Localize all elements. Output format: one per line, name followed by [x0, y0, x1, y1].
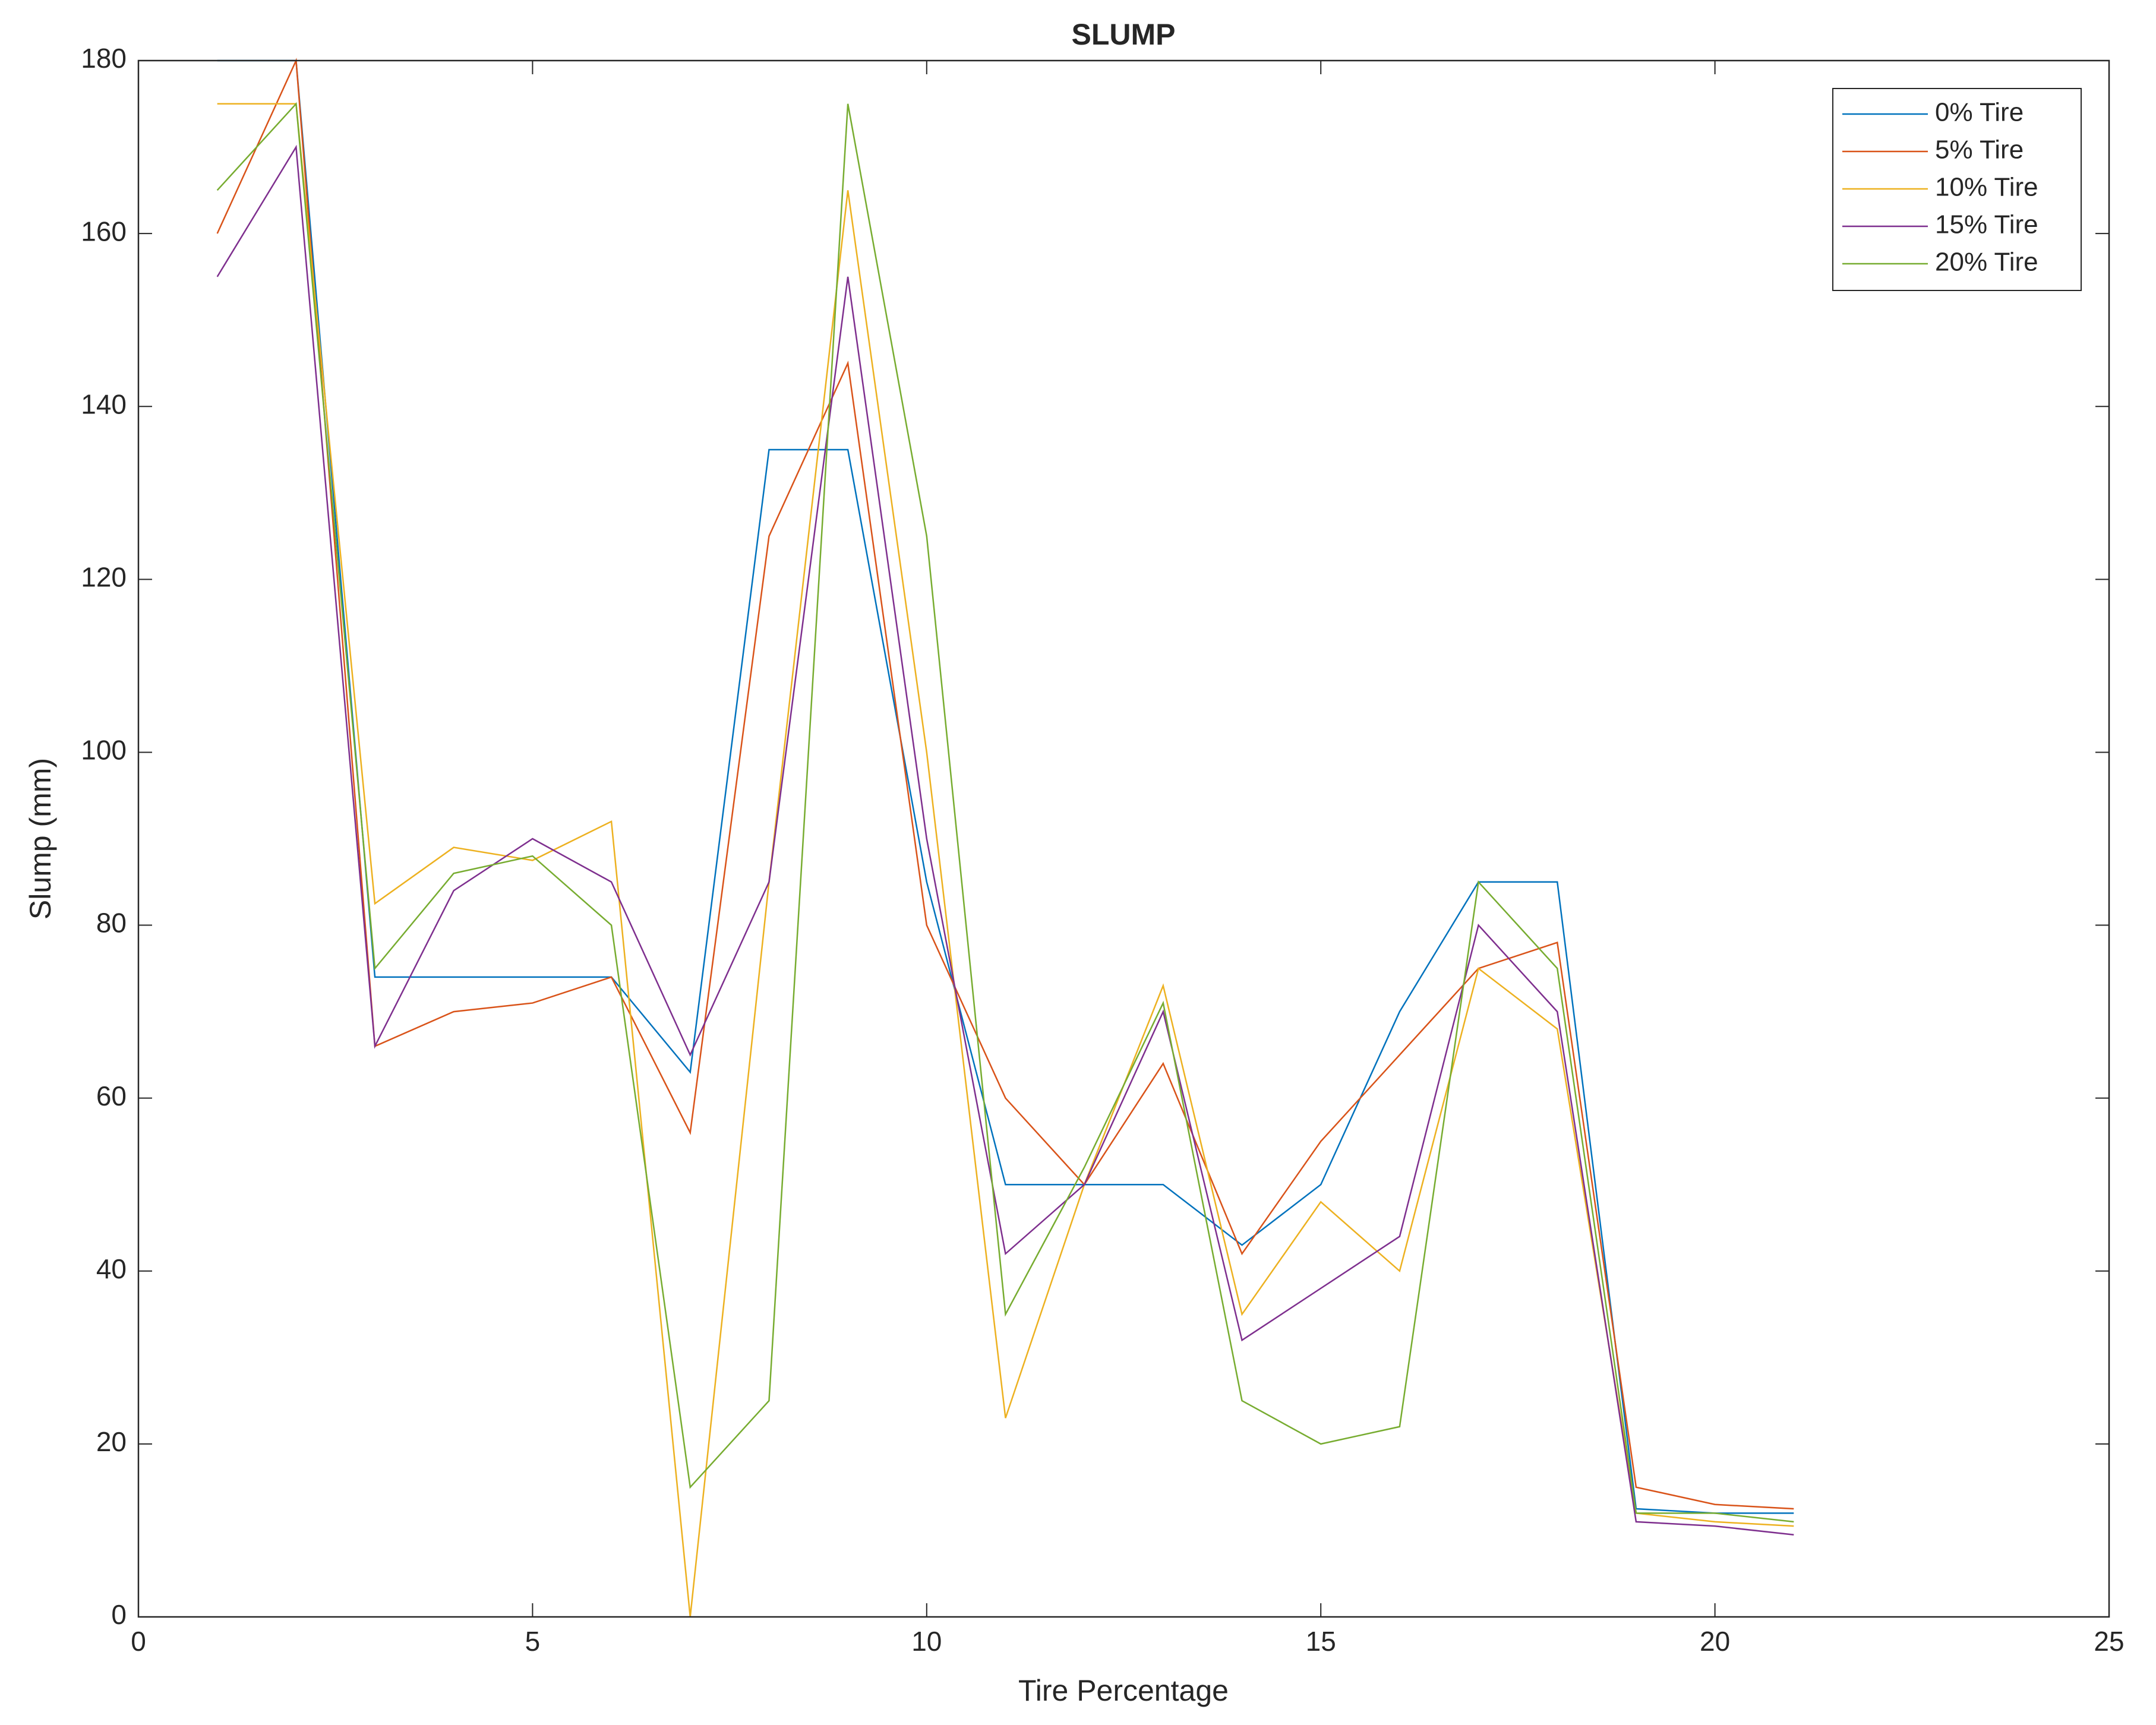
- series-line: [216, 144, 1794, 1536]
- x-axis-label: Tire Percentage: [1018, 1674, 1229, 1707]
- legend-label: 0% Tire: [1935, 98, 2024, 127]
- legend-label: 15% Tire: [1935, 210, 2038, 239]
- series-line: [216, 102, 1794, 1523]
- y-tick-label: 60: [96, 1081, 127, 1111]
- x-tick-label: 0: [131, 1626, 146, 1657]
- series-line: [217, 59, 1794, 1514]
- chart-title: SLUMP: [1072, 18, 1176, 51]
- y-axis-label: Slump (mm): [24, 758, 57, 920]
- y-tick-label: 140: [81, 388, 127, 419]
- y-tick-label: 180: [81, 43, 127, 74]
- x-tick-label: 15: [1306, 1626, 1336, 1657]
- y-tick-label: 120: [81, 561, 127, 592]
- plot-area: [138, 61, 2109, 1617]
- y-tick-label: 100: [81, 735, 127, 766]
- series-line: [217, 103, 1794, 1617]
- legend-label: 10% Tire: [1935, 173, 2038, 202]
- y-tick-label: 160: [81, 216, 127, 247]
- x-tick-label: 5: [525, 1626, 541, 1657]
- y-tick-label: 0: [111, 1599, 127, 1630]
- x-tick-label: 20: [1700, 1626, 1730, 1657]
- legend-label: 5% Tire: [1935, 135, 2024, 165]
- legend-label: 20% Tire: [1935, 248, 2038, 277]
- y-tick-label: 80: [96, 908, 127, 939]
- y-tick-label: 40: [96, 1253, 127, 1284]
- legend: 0% Tire 5% Tire 10% Tire 15% Tire 20% Tire: [1832, 88, 2082, 291]
- x-tick-label: 10: [911, 1626, 942, 1657]
- axes-box: [137, 59, 2110, 1618]
- y-tick-label: 20: [96, 1426, 127, 1457]
- series-line: [216, 58, 1794, 1510]
- x-tick-label: 25: [2094, 1626, 2124, 1657]
